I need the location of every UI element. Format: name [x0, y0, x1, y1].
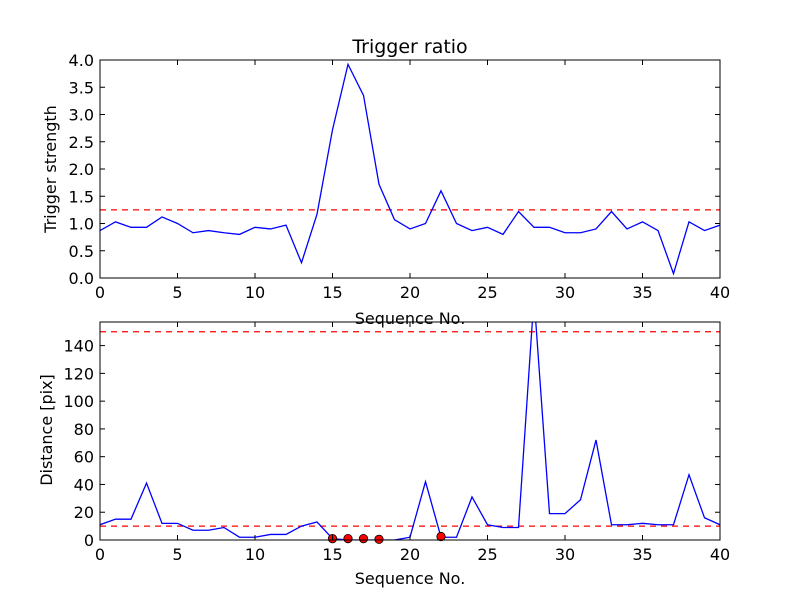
chart-1-x-tick-label: 0: [95, 283, 105, 302]
chart-1-y-tick-label: 4.0: [69, 51, 94, 70]
chart-1-series-line: [100, 62, 720, 276]
chart-1-x-tick-label: 15: [322, 283, 342, 302]
distance-chart: 0 5 10 15 20 25 30 35 40 0 20 40 60 80 100 120 140 Seque…: [37, 321, 730, 588]
chart-2-y-tick-label: 20: [74, 503, 94, 522]
chart-1-x-tick-label: 5: [172, 283, 182, 302]
chart-2-x-tick-label: 35: [632, 545, 652, 564]
chart-1-x-tick-label: 20: [400, 283, 420, 302]
chart-2-y-tick-label: 0: [84, 531, 94, 550]
chart-1-y-axis-label: Trigger strength: [41, 105, 60, 234]
chart-1-y-tick-label: 2.5: [69, 133, 94, 152]
chart-2-x-tick-label: 10: [245, 545, 265, 564]
chart-1-y-tick-label: 1.5: [69, 187, 94, 206]
chart-1-y-tick-label: 1.0: [69, 215, 94, 234]
chart-2-plot-area: 0 5 10 15 20 25 30 35 40 0 20 40 60 80 100 120 140: [63, 321, 730, 564]
chart-2-y-tick-label: 120: [63, 364, 94, 383]
chart-2-x-tick-label: 20: [400, 545, 420, 564]
chart-1-x-axis-label: Sequence No.: [355, 309, 466, 328]
chart-1-plot-area: 0 5 10 15 20 25 30 35 40 0.0 0.5 1.0 1.5 2.0 2.5 3.0 3.5…: [69, 51, 731, 302]
chart-2-y-tick-label: 100: [63, 392, 94, 411]
chart-1-x-tick-label: 40: [710, 283, 730, 302]
chart-2-y-tick-label: 140: [63, 337, 94, 356]
chart-1-x-tick-label: 35: [632, 283, 652, 302]
chart-2-data-point-marker: [374, 534, 384, 544]
chart-2-y-tick-label: 60: [74, 448, 94, 467]
chart-2-x-tick-label: 5: [172, 545, 182, 564]
chart-2-y-axis-label: Distance [pix]: [37, 374, 56, 486]
chart-2-x-tick-label: 25: [477, 545, 497, 564]
chart-1-y-tick-label: 3.5: [69, 78, 94, 97]
chart-2-x-tick-label: 15: [322, 545, 342, 564]
chart-2-x-tick-label: 40: [710, 545, 730, 564]
trigger-ratio-chart: 0 5 10 15 20 25 30 35 40 0.0 0.5 1.0 1.5 2.0 2.5 3.0 3.5…: [41, 51, 730, 328]
chart-2-data-point-marker: [343, 534, 353, 544]
chart-2-x-tick-label: 0: [95, 545, 105, 564]
chart-1-y-tick-label: 3.0: [69, 106, 94, 125]
chart-2-y-tick-label: 80: [74, 420, 94, 439]
chart-2-x-axis-label: Sequence No.: [355, 569, 466, 588]
chart-1-title: Trigger ratio: [351, 36, 467, 58]
chart-2-x-tick-label: 30: [555, 545, 575, 564]
chart-1-x-tick-label: 25: [477, 283, 497, 302]
chart-1-y-tick-label: 0.5: [69, 242, 94, 261]
chart-2-y-tick-label: 40: [74, 475, 94, 494]
chart-2-data-point-marker: [358, 534, 369, 544]
chart-1-y-tick-label: 0.0: [69, 269, 94, 288]
chart-1-x-tick-label: 10: [245, 283, 265, 302]
chart-1-y-tick-label: 2.0: [69, 160, 94, 179]
chart-1-x-tick-label: 30: [555, 283, 575, 302]
chart-2-data-point-marker: [436, 531, 446, 542]
